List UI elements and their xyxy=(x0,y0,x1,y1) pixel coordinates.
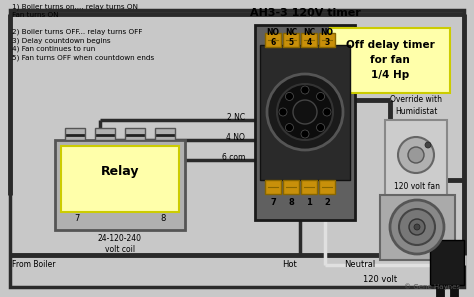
Text: Hot: Hot xyxy=(283,260,297,269)
Circle shape xyxy=(317,124,325,132)
Circle shape xyxy=(323,108,331,116)
Text: 24-120-240
volt coil: 24-120-240 volt coil xyxy=(98,234,142,254)
Text: Override with
Humidistat: Override with Humidistat xyxy=(390,95,442,116)
Text: 120 volt: 120 volt xyxy=(363,275,397,284)
Bar xyxy=(155,128,175,140)
Text: 1) Boiler turns on.... relay turns ON
Fan turns ON

2) Boiler turns OFF... relay: 1) Boiler turns on.... relay turns ON Fa… xyxy=(12,3,154,61)
Bar xyxy=(65,128,85,140)
Bar xyxy=(265,180,281,194)
Bar xyxy=(125,128,145,140)
Text: From Boiler: From Boiler xyxy=(12,260,55,269)
Text: NO
3: NO 3 xyxy=(320,28,334,48)
Text: 8: 8 xyxy=(288,198,294,207)
Circle shape xyxy=(293,100,317,124)
Text: 1: 1 xyxy=(306,198,312,207)
Bar xyxy=(319,180,335,194)
Text: 7: 7 xyxy=(74,214,80,223)
Text: Off delay timer
for fan
1/4 Hp: Off delay timer for fan 1/4 Hp xyxy=(346,40,434,80)
Circle shape xyxy=(285,124,293,132)
Circle shape xyxy=(317,92,325,100)
Bar xyxy=(255,25,355,220)
Circle shape xyxy=(301,86,309,94)
Bar xyxy=(283,33,299,47)
Circle shape xyxy=(279,108,287,116)
Circle shape xyxy=(267,74,343,150)
Bar xyxy=(260,45,350,180)
Bar xyxy=(330,28,450,93)
Circle shape xyxy=(409,219,425,235)
Text: 7: 7 xyxy=(270,198,276,207)
Text: 120 volt fan: 120 volt fan xyxy=(394,182,440,191)
Text: © Gene Haynes: © Gene Haynes xyxy=(404,283,460,290)
Text: 6 com: 6 com xyxy=(222,152,245,162)
Text: 4 NO: 4 NO xyxy=(226,132,245,141)
Circle shape xyxy=(398,137,434,173)
Circle shape xyxy=(425,142,431,148)
Bar xyxy=(283,180,299,194)
Text: NC
5: NC 5 xyxy=(285,28,297,48)
Text: Relay: Relay xyxy=(101,165,139,178)
Circle shape xyxy=(277,84,333,140)
Bar xyxy=(301,33,317,47)
Bar xyxy=(61,146,179,212)
Bar xyxy=(385,120,447,200)
Bar xyxy=(380,195,455,260)
Circle shape xyxy=(414,224,420,230)
Text: 2 NC: 2 NC xyxy=(227,113,245,121)
Circle shape xyxy=(399,209,435,245)
Text: NC
4: NC 4 xyxy=(303,28,315,48)
Text: NO
6: NO 6 xyxy=(266,28,280,48)
Bar xyxy=(436,285,444,297)
Text: AH3-3 120V timer: AH3-3 120V timer xyxy=(250,8,360,18)
Bar xyxy=(55,140,185,230)
Bar xyxy=(430,240,464,285)
Text: Neutral: Neutral xyxy=(345,260,375,269)
Circle shape xyxy=(390,200,444,254)
Bar xyxy=(95,128,115,140)
Text: 2: 2 xyxy=(324,198,330,207)
Circle shape xyxy=(301,130,309,138)
Bar xyxy=(450,285,458,297)
Bar xyxy=(319,33,335,47)
Text: 8: 8 xyxy=(160,214,166,223)
Bar xyxy=(265,33,281,47)
Circle shape xyxy=(285,92,293,100)
Bar xyxy=(301,180,317,194)
Circle shape xyxy=(408,147,424,163)
